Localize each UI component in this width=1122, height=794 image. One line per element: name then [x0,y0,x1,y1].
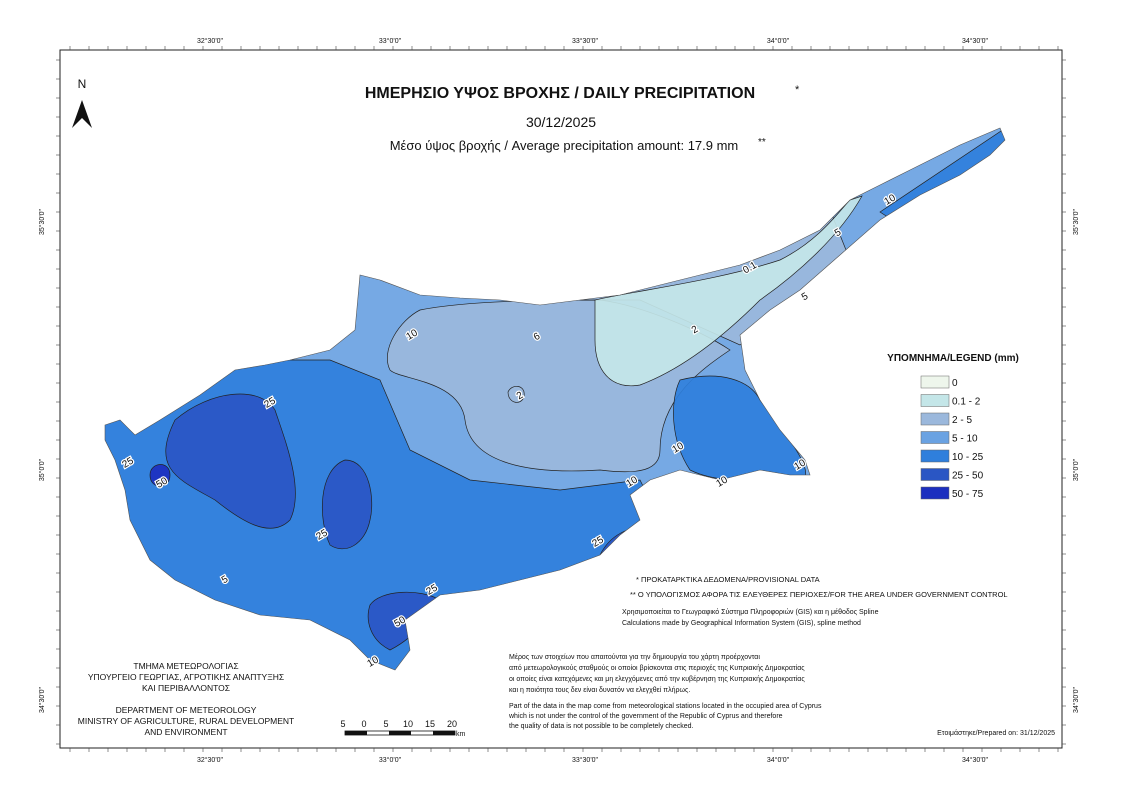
title-mark: * [795,84,800,96]
map-title: ΗΜΕΡΗΣΙΟ ΥΨΟΣ ΒΡΟΧΗΣ / DAILY PRECIPITATI… [365,85,755,102]
coord-label: 32°30'0" [197,37,224,45]
coord-label: 35°30'0" [38,208,46,235]
source-text: the quality of data is not possible to b… [509,723,693,730]
prepared-date: Ετοιμάστηκε/Prepared on: 31/12/2025 [937,729,1055,737]
legend-swatch [920,468,950,481]
north-label: N [78,77,87,91]
coord-label: 35°0'0" [38,458,46,481]
note: Calculations made by Geographical Inform… [622,620,861,627]
department-text: AND ENVIRONMENT [144,727,227,737]
precip-zone [149,464,171,487]
legend-title: ΥΠΟΜΝΗΜΑ/LEGEND (mm) [887,353,1019,364]
source-text: Part of the data in the map come from me… [509,703,822,710]
department-text: DEPARTMENT OF METEOROLOGY [116,705,257,715]
map-date: 30/12/2025 [526,114,596,130]
department-text: ΤΜΗΜΑ ΜΕΤΕΩΡΟΛΟΓΙΑΣ [133,661,238,671]
scale-segment [345,731,367,735]
department-text: MINISTRY OF AGRICULTURE, RURAL DEVELOPME… [78,716,294,726]
source-text: και η ποιότητα τους δεν είναι δυνατόν να… [509,686,690,694]
coord-label: 33°30'0" [572,37,599,45]
scale-label: 15 [425,719,435,729]
legend-swatch [920,375,950,389]
map-subtitle: Μέσο ύψος βροχής / Average precipitation… [390,138,739,153]
legend-label: 25 - 50 [952,471,984,482]
coord-label: 34°30'0" [962,37,989,45]
department-text: ΥΠΟΥΡΓΕΙΟ ΓΕΩΡΓΙΑΣ, ΑΓΡΟΤΙΚΗΣ ΑΝΑΠΤΥΞΗΣ [88,672,284,682]
coord-label: 33°0'0" [379,37,402,45]
coord-label: 34°30'0" [962,756,989,764]
legend-label: 10 - 25 [952,452,984,463]
source-text: Μέρος των στοιχείων που απαιτούνται για … [509,653,760,661]
scale-label: 20 [447,719,457,729]
precip-zone [594,195,863,387]
legend-swatch [920,449,950,463]
coord-label: 34°0'0" [767,756,790,764]
coord-label: 35°30'0" [1072,208,1080,235]
legend-label: 0.1 - 2 [952,397,981,408]
coord-label: 34°30'0" [38,686,46,713]
source-text: which is not under the control of the go… [508,713,783,720]
coord-label: 34°30'0" [1072,686,1080,713]
precip-zone [507,386,525,403]
legend-swatch [920,486,950,500]
scale-segment [433,731,455,735]
scale-label: 10 [403,719,413,729]
scale-label: 5 [340,719,345,729]
coord-label: 32°30'0" [197,756,224,764]
precip-zone [165,393,296,529]
note: Χρησιμοποιείται το Γεωγραφικό Σύστημα Πλ… [622,608,879,616]
precip-zone [322,459,373,550]
source-text: από μετεωρολογικούς σταθμούς οι οποίοι β… [509,664,805,672]
coastline [104,127,1006,671]
source-text: οι οποίες είναι κατεχόμενες και μη ελεγχ… [509,675,805,683]
legend-label: 5 - 10 [952,434,978,445]
north-arrow [72,100,92,128]
department-text: ΚΑΙ ΠΕΡΙΒΑΛΛΟΝΤΟΣ [142,683,230,693]
legend-swatch [920,412,950,426]
legend-label: 2 - 5 [952,415,972,426]
coord-label: 35°0'0" [1072,458,1080,481]
scale-label: 0 [361,719,366,729]
scale-segment [389,731,411,735]
scale-unit: km [456,731,466,738]
legend-label: 0 [952,378,958,389]
coord-label: 33°0'0" [379,756,402,764]
legend-swatch [920,431,950,444]
note: * ΠΡΟΚΑΤΑΡΚΤΙΚΑ ΔΕΔΟΜΕΝΑ/PROVISIONAL DAT… [636,575,820,584]
note: ** Ο ΥΠΟΛΟΓΙΣΜΟΣ ΑΦΟΡΑ ΤΙΣ ΕΛΕΥΘΕΡΕΣ ΠΕΡ… [630,590,1008,599]
coord-label: 34°0'0" [767,37,790,45]
scale-label: 5 [383,719,388,729]
subtitle-mark: ** [758,137,766,148]
legend-label: 50 - 75 [952,489,984,500]
legend-swatch [920,394,950,407]
coord-label: 33°30'0" [572,756,599,764]
